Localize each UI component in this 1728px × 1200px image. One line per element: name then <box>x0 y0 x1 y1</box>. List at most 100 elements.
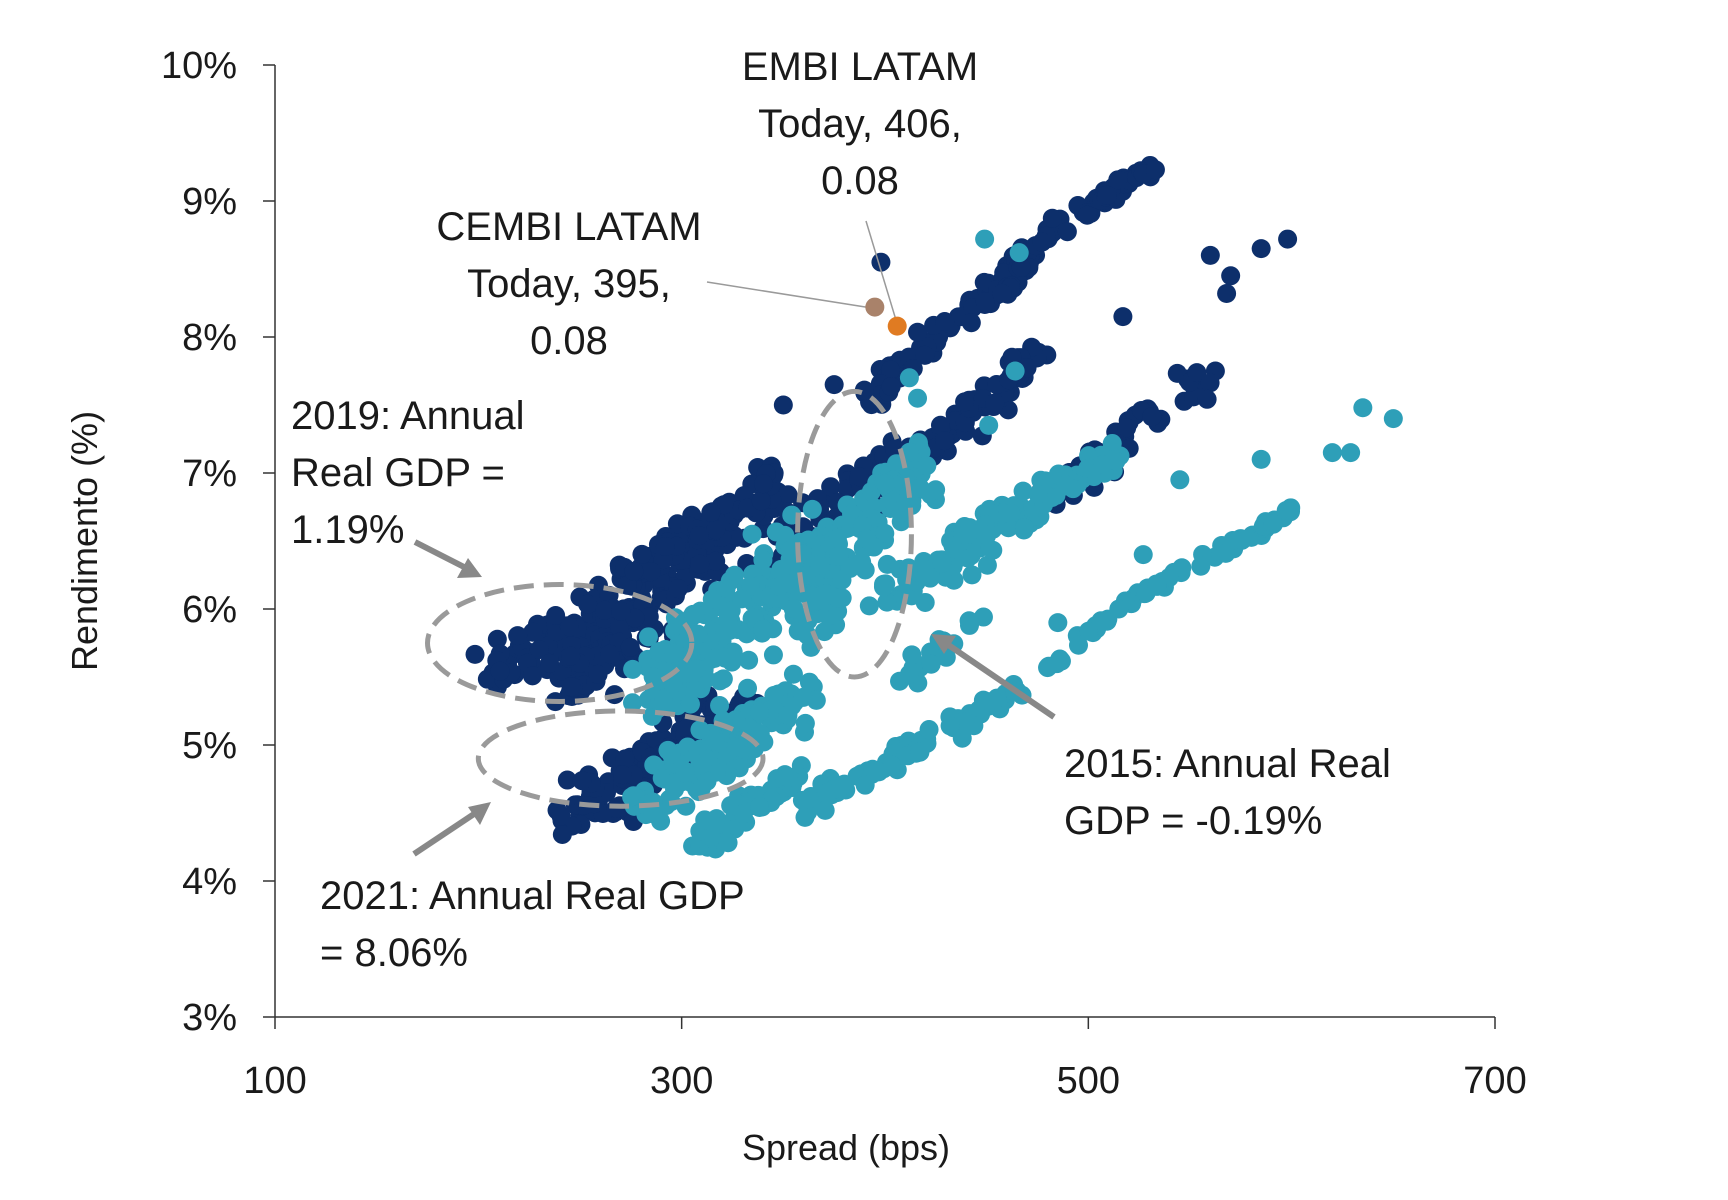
y-axis-ticks: 3% 4% 5% 6% 7% 8% 9% 10% <box>161 45 275 1039</box>
cembi-point <box>902 645 922 665</box>
cembi-point <box>936 647 956 667</box>
embi-point <box>615 749 635 769</box>
embi-latam-today-point <box>887 316 907 336</box>
cembi-point <box>1028 484 1048 504</box>
cembi-point <box>793 687 813 707</box>
cembi-point <box>753 619 773 639</box>
embi-point <box>557 770 577 790</box>
embi-point <box>611 601 631 621</box>
cembi-point <box>873 577 893 597</box>
embi-point <box>487 629 507 649</box>
cembi-point <box>702 589 722 609</box>
embi-point <box>632 544 652 564</box>
arrow-2021-head <box>468 802 491 825</box>
embi-label-line-1: EMBI LATAM <box>742 45 978 89</box>
embi-point <box>849 467 869 487</box>
cembi-point <box>1251 449 1271 469</box>
embi-point <box>961 313 981 333</box>
embi-point <box>572 771 592 791</box>
cembi-point <box>1015 518 1035 538</box>
cembi-point <box>1079 621 1099 641</box>
cembi-point <box>859 596 879 616</box>
ellipse-2019 <box>425 582 695 704</box>
cembi-point <box>749 797 769 817</box>
embi-point <box>588 664 608 684</box>
x-axis-ticks: 100 300 500 700 <box>243 1017 1527 1102</box>
gdp-2019-line-1: 2019: Annual <box>291 394 525 438</box>
embi-point <box>1113 307 1133 327</box>
embi-point <box>522 666 542 686</box>
embi-point <box>908 322 928 342</box>
cembi-point <box>623 659 643 679</box>
cembi-point <box>726 737 746 757</box>
cembi-point <box>1341 443 1361 463</box>
cembi-point <box>749 702 769 722</box>
cembi-point <box>915 592 935 612</box>
cembi-point <box>739 650 759 670</box>
embi-point <box>578 594 598 614</box>
cembi-point <box>852 552 872 572</box>
embi-point <box>1077 205 1097 225</box>
embi-point <box>1187 363 1207 383</box>
cembi-point <box>1056 475 1076 495</box>
cembi-point <box>778 705 798 725</box>
embi-point <box>689 526 709 546</box>
cembi-point <box>716 579 736 599</box>
cembi-point <box>1039 656 1059 676</box>
cembi-point <box>979 415 999 435</box>
gdp-arrows <box>412 539 1056 857</box>
today-points-layer <box>865 297 907 336</box>
y-tick-label: 9% <box>182 181 237 223</box>
embi-point <box>490 661 510 681</box>
cembi-point <box>1172 558 1192 578</box>
cembi-point <box>910 478 930 498</box>
embi-label-line-2: Today, 406, <box>758 102 962 146</box>
embi-point <box>1278 229 1298 249</box>
gdp-2015-line-2: GDP = -0.19% <box>1064 799 1322 843</box>
cembi-point <box>952 728 972 748</box>
embi-point <box>639 607 659 627</box>
cembi-point <box>1383 409 1403 429</box>
cembi-point <box>719 621 739 641</box>
cembi-point <box>1147 576 1167 596</box>
cembi-point <box>975 229 995 249</box>
y-tick-label: 3% <box>182 997 237 1039</box>
cembi-point <box>1013 481 1033 501</box>
cembi-point <box>680 694 700 714</box>
embi-point <box>935 431 955 451</box>
cembi-point <box>817 783 837 803</box>
embi-point <box>613 765 633 785</box>
embi-point <box>1217 283 1237 303</box>
cembi-point <box>940 716 960 736</box>
embi-point <box>1251 239 1271 259</box>
embi-point <box>773 395 793 415</box>
cembi-point <box>693 754 713 774</box>
cembi-point <box>801 586 821 606</box>
x-tick-label: 500 <box>1057 1060 1120 1102</box>
embi-point <box>985 393 1005 413</box>
embi-point <box>668 579 688 599</box>
cembi-point <box>1009 243 1029 263</box>
cembi-point <box>738 678 758 698</box>
embi-point <box>655 537 675 557</box>
cembi-point <box>1093 455 1113 475</box>
cembi-point <box>959 611 979 631</box>
gdp-2019-annotation: 2019: Annual Real GDP = 1.19% <box>291 394 525 552</box>
cembi-point <box>1191 556 1211 576</box>
cembi-point <box>690 720 710 740</box>
embi-point <box>975 292 995 312</box>
y-tick-label: 7% <box>182 453 237 495</box>
cembi-point <box>1109 599 1129 619</box>
cembi-point <box>1170 470 1190 490</box>
embi-point <box>624 561 644 581</box>
embi-point <box>523 622 543 642</box>
embi-point <box>778 485 798 505</box>
embi-point <box>1011 257 1031 277</box>
gdp-2021-line-2: = 8.06% <box>320 931 468 975</box>
ellipse-2015 <box>795 388 914 680</box>
cembi-point <box>973 607 993 627</box>
cembi-point <box>921 654 941 674</box>
cembi-point <box>993 504 1013 524</box>
cembi-point <box>675 763 695 783</box>
cembi-point <box>955 525 975 545</box>
